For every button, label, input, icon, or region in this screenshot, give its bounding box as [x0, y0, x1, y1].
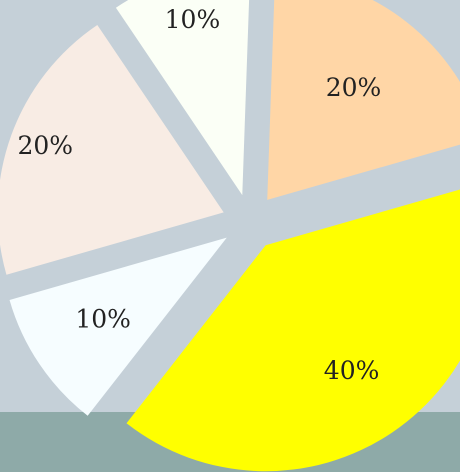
pie-slice-4 [0, 25, 224, 275]
pie-slice-2 [126, 189, 460, 472]
pie-slice-5 [115, 0, 250, 196]
slice-label-3: 10% [75, 305, 131, 334]
slice-label-4: 20% [18, 131, 74, 160]
pie-slice-3 [9, 237, 227, 416]
pie-labels: 20% 40% 10% 20% 10% [18, 5, 382, 385]
slice-label-1: 20% [326, 73, 382, 102]
pie-slice-1 [267, 0, 460, 200]
slice-label-5: 10% [165, 5, 221, 34]
slice-label-2: 40% [324, 356, 380, 385]
